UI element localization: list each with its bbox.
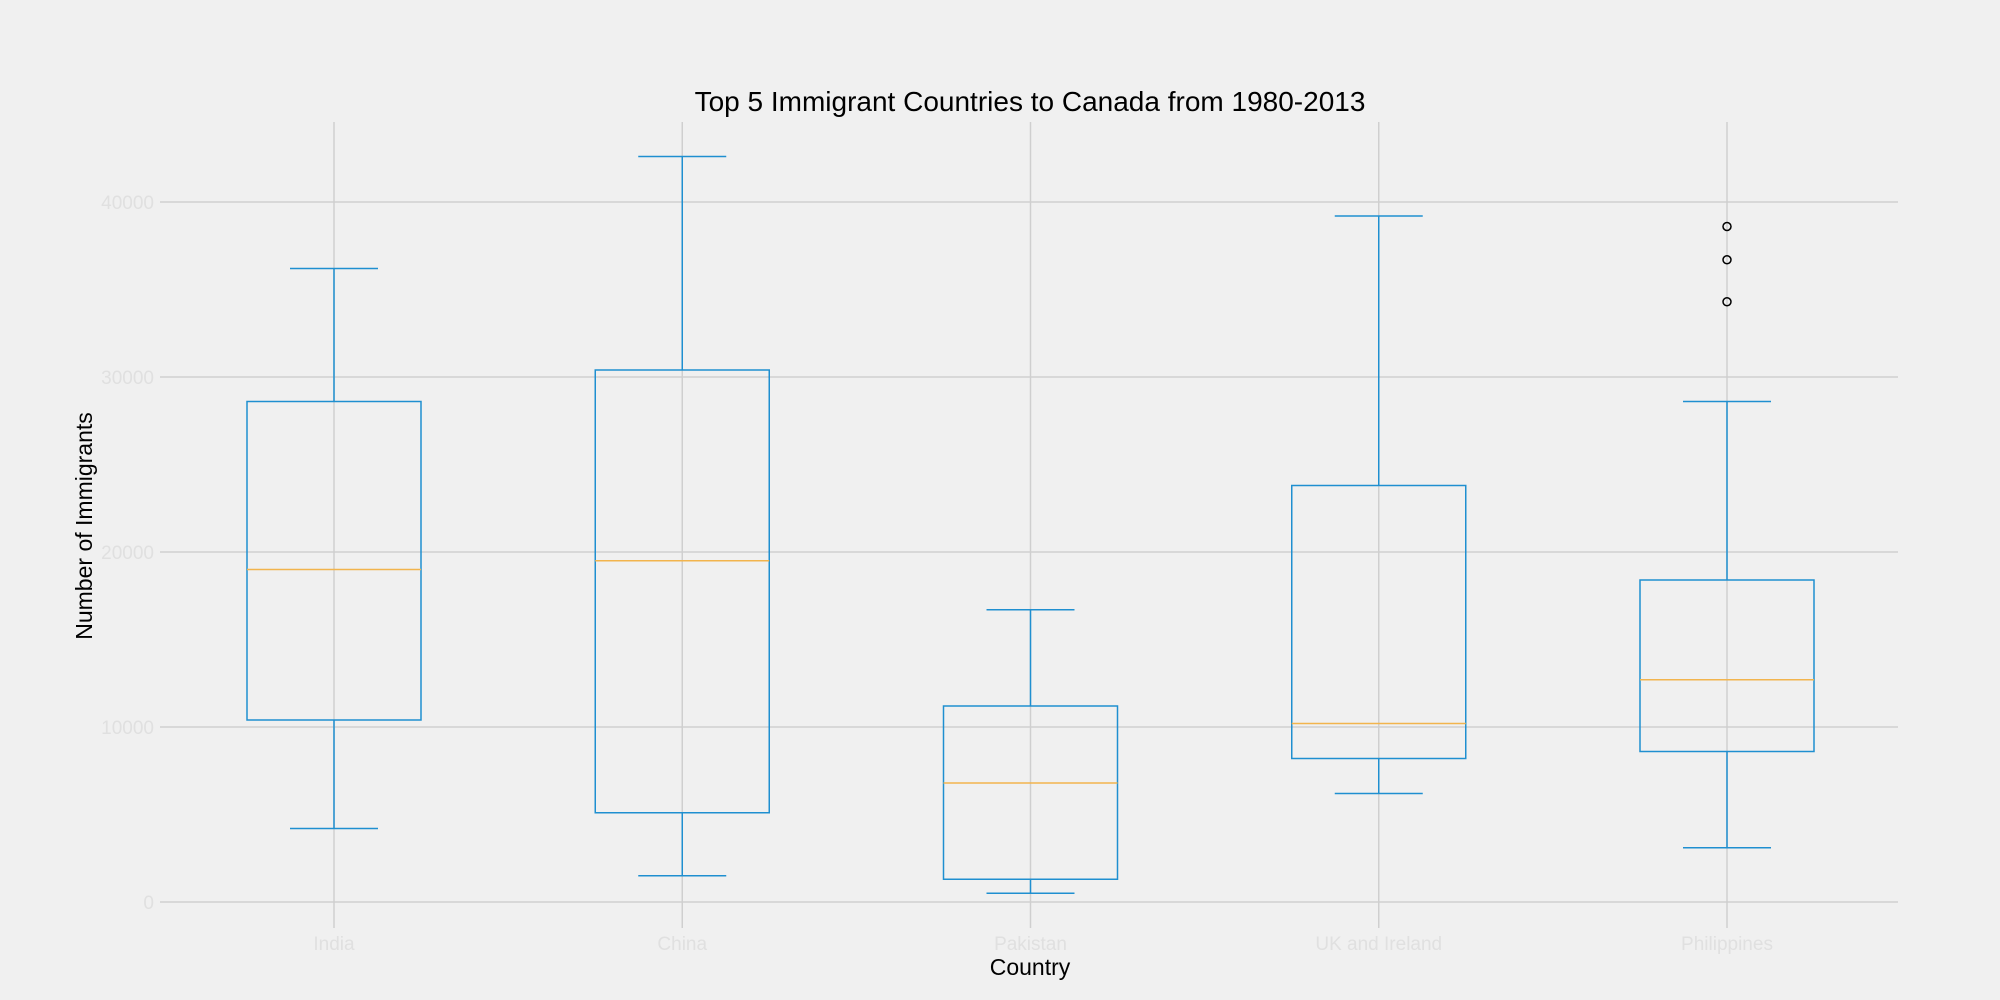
y-tick-label: 10000	[101, 718, 154, 739]
y-axis-label: Number of Immigrants	[71, 412, 97, 640]
box-india	[246, 267, 422, 830]
y-tick-label: 20000	[101, 543, 154, 564]
x-axis-label: Country	[990, 954, 1071, 980]
outlier-point	[1722, 297, 1732, 307]
iqr-box	[942, 705, 1119, 880]
outlier-point	[1722, 255, 1732, 265]
y-tick-label: 30000	[101, 368, 154, 389]
x-tick-label: China	[657, 934, 707, 955]
x-tick-label: Pakistan	[994, 934, 1067, 955]
y-tick-label: 0	[143, 893, 154, 914]
tick-labels: 0 10000 20000 30000 40000 India China Pakistan U…	[101, 193, 1773, 955]
box-philippines	[1639, 221, 1815, 849]
x-tick-label: UK and Ireland	[1315, 934, 1442, 955]
iqr-box	[1291, 484, 1467, 760]
box-plot-series	[246, 155, 1815, 894]
outlier-point	[1722, 221, 1732, 232]
box-china	[594, 155, 770, 877]
x-tick-label: India	[313, 934, 355, 955]
iqr-box	[246, 400, 422, 721]
iqr-box	[1639, 579, 1815, 753]
x-tick-label: Philippines	[1681, 934, 1773, 955]
chart-title: Top 5 Immigrant Countries to Canada from…	[695, 86, 1366, 117]
y-tick-label: 40000	[101, 193, 154, 214]
box-pakistan	[942, 609, 1119, 894]
box-uk-and-ireland	[1291, 215, 1467, 795]
iqr-box	[594, 369, 770, 814]
